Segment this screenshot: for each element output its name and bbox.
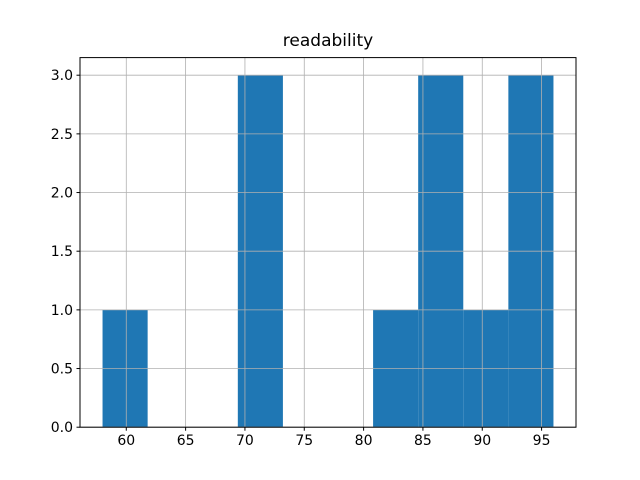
x-tick-label: 70: [236, 433, 254, 449]
x-tick-label: 85: [414, 433, 432, 449]
y-tick-label: 2.0: [51, 186, 73, 202]
axes-spines: [79, 57, 577, 428]
y-tick-label: 1.5: [51, 244, 73, 260]
x-tick-label: 60: [117, 433, 135, 449]
x-tick-label: 80: [355, 433, 373, 449]
y-tick-label: 2.5: [51, 127, 73, 143]
x-tick-label: 65: [177, 433, 195, 449]
chart-title: readability: [282, 31, 374, 51]
x-tick-label: 75: [295, 433, 313, 449]
y-tick-label: 1.0: [51, 303, 73, 319]
y-tick-label: 0.0: [51, 420, 73, 436]
y-tick-label: 3.0: [51, 68, 73, 84]
x-tick-label: 95: [533, 433, 551, 449]
y-tick-label: 0.5: [51, 362, 73, 378]
x-tick-label: 90: [473, 433, 491, 449]
